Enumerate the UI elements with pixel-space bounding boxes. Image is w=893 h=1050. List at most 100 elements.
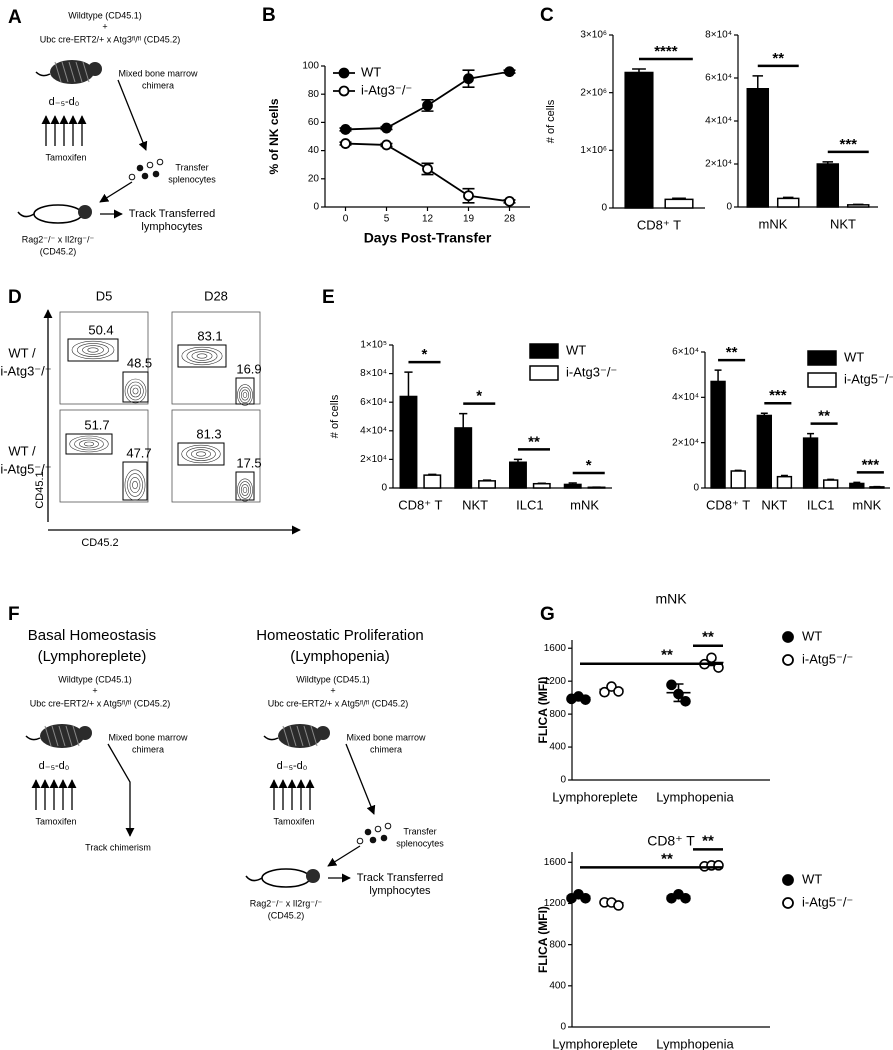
significance-label: ** <box>528 433 540 450</box>
track-label: Track chimerism <box>85 842 151 852</box>
host-label: (CD45.2) <box>40 246 77 256</box>
bar <box>822 479 839 489</box>
x-tick-label: mNK <box>852 497 881 512</box>
bar <box>624 71 654 209</box>
y-tick-label: 400 <box>549 980 566 991</box>
mouse-tail <box>263 735 279 741</box>
dot <box>706 652 717 664</box>
bar <box>776 197 800 208</box>
x-tick-label: NKT <box>830 216 856 231</box>
flow-arrow <box>117 79 148 151</box>
legend-label: i-Atg3⁻/⁻ <box>361 82 412 97</box>
gate <box>67 338 119 362</box>
x-tick-label: 5 <box>384 214 390 225</box>
mouse-stripe <box>51 725 59 747</box>
significance-label: **** <box>654 43 678 60</box>
y-tick-label: 1200 <box>544 898 567 909</box>
y-tick-label: 4×10⁴ <box>672 392 699 403</box>
x-tick-label: NKT <box>761 497 787 512</box>
dot <box>599 686 610 698</box>
transfer-label: splenocytes <box>168 174 216 184</box>
mouse-stripe <box>282 725 290 747</box>
gate <box>177 442 225 466</box>
significance-label: ** <box>661 850 673 867</box>
contour <box>129 384 142 398</box>
y-tick-label: 800 <box>549 709 566 720</box>
gate-percent: 51.7 <box>84 417 109 432</box>
y-tick-label: 400 <box>549 742 566 753</box>
flow-plot <box>171 409 261 503</box>
gate <box>235 377 255 405</box>
x-axis-label: Days Post-Transfer <box>364 230 492 246</box>
point <box>504 195 515 207</box>
mouse-head <box>88 62 102 76</box>
error-bar <box>827 478 835 481</box>
cell-icon <box>146 161 154 169</box>
dot <box>580 694 591 705</box>
y-tick-label: 2×10⁴ <box>705 159 732 170</box>
gate-percent: 16.9 <box>236 361 261 376</box>
cell-icon <box>141 172 149 180</box>
significance-label: * <box>586 457 592 474</box>
legend-label: WT <box>844 349 864 364</box>
mouse-head <box>78 726 92 740</box>
x-tick-label: ILC1 <box>516 497 543 512</box>
error-bar <box>714 369 722 382</box>
error-bar <box>482 479 492 481</box>
contour <box>124 469 146 501</box>
x-tick-label: Lymphopenia <box>656 789 734 804</box>
legend-label: i-Atg5⁻/⁻ <box>802 651 853 666</box>
bar <box>802 437 819 489</box>
y-tick-label: 800 <box>549 939 566 950</box>
error-bar <box>853 481 861 484</box>
panel-label: C <box>540 5 554 26</box>
track-label: lymphocytes <box>369 885 431 897</box>
chart-title: mNK <box>655 591 687 607</box>
y-tick-label: 0 <box>601 203 607 214</box>
y-tick-label: 0 <box>381 483 387 494</box>
chimera-label: Mixed bone marrow <box>118 68 198 78</box>
row-label: i-Atg3⁻/⁻ <box>0 363 51 378</box>
protocol-title: (Lymphopenia) <box>290 648 390 665</box>
bar <box>563 483 582 489</box>
bar <box>399 395 418 489</box>
error-bar <box>513 458 523 463</box>
x-tick-label: CD8⁺ T <box>706 497 750 512</box>
legend-label: WT <box>802 871 822 886</box>
y-tick-label: 80 <box>308 89 320 100</box>
cell-icon <box>384 822 392 830</box>
bar <box>746 88 770 208</box>
y-tick-label: 4×10⁴ <box>360 425 387 436</box>
legend-label: WT <box>361 64 381 79</box>
protocol-title: (Lymphoreplete) <box>38 648 147 665</box>
point <box>381 139 392 151</box>
contour <box>132 480 138 490</box>
y-tick-label: 6×10⁴ <box>360 397 387 408</box>
mouse-tail <box>17 211 35 218</box>
significance-label: ** <box>702 832 714 849</box>
cell-icon <box>156 158 164 166</box>
chart-title: CD8⁺ T <box>647 833 695 849</box>
donor-label: Wildtype (CD45.1) <box>68 10 142 20</box>
recipient-head <box>306 869 320 883</box>
y-tick-label: 3×10⁶ <box>580 30 607 41</box>
donor-label: Wildtype (CD45.1) <box>296 674 370 684</box>
legend-label: WT <box>566 342 586 357</box>
contour <box>186 349 218 363</box>
dot <box>666 679 677 691</box>
x-tick-label: Lymphoreplete <box>552 1036 638 1050</box>
x-tick-label: Lymphopenia <box>656 1036 734 1050</box>
significance-label: * <box>476 388 482 405</box>
timing-label: d₋₅-d₀ <box>39 760 70 772</box>
recipient-head <box>78 205 92 219</box>
y-tick-label: 60 <box>308 117 320 128</box>
timing-label: d₋₅-d₀ <box>49 96 80 108</box>
gate <box>177 344 227 368</box>
contour <box>69 435 109 453</box>
x-tick-label: Lymphoreplete <box>552 789 638 804</box>
y-tick-label: 4×10⁴ <box>705 116 732 127</box>
host-label: Rag2⁻/⁻ x Il2rg⁻/⁻ <box>22 234 95 244</box>
mouse-stripe <box>61 61 69 83</box>
drug-label: Tamoxifen <box>45 152 86 162</box>
